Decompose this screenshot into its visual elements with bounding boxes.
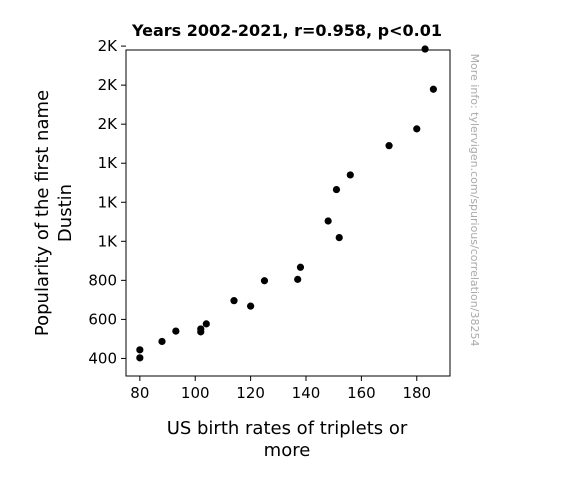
data-point [346,171,354,179]
watermark-text: More info: tylervigen.com/spurious/corre… [468,54,481,347]
x-tick-label: 180 [402,384,431,402]
data-point [294,275,302,283]
chart-title: Years 2002-2021, r=0.958, p<0.01 [131,21,442,40]
x-tick-label: 140 [292,384,321,402]
y-tick-label: 2K [98,76,119,94]
data-point [385,142,393,150]
data-point [324,217,332,225]
x-axis-label-line-2: more [264,440,311,461]
x-tick-label: 160 [347,384,376,402]
data-point [413,125,421,133]
y-tick-label: 1K [98,154,119,172]
x-tick-label: 80 [130,384,149,402]
x-axis: 80 100 120 140 160 180 [130,376,431,402]
data-point [296,263,305,271]
y-tick-label: 2K [98,37,119,55]
data-points [136,45,437,362]
data-point [335,233,343,242]
plot-frame [125,49,451,377]
data-point [158,337,166,346]
data-point [421,45,429,53]
data-point [136,354,144,362]
y-tick-label: 400 [88,349,117,367]
data-point [260,277,269,285]
data-point [332,185,341,194]
data-point [172,327,180,335]
data-point [429,85,437,93]
y-tick-label: 800 [88,271,117,289]
y-tick-label: 2K [98,115,119,133]
y-tick-label: 1K [98,232,119,250]
y-axis-label-line-2: Dustin [55,184,76,242]
data-point [247,302,255,310]
data-point [202,320,210,328]
x-tick-label: 120 [236,384,265,402]
data-point [136,346,144,354]
data-point [197,328,205,336]
x-axis-label-line-1: US birth rates of triplets or [167,418,408,439]
plot-area: 80 100 120 140 160 180 400 600 800 1K 1K 1K 2K 2K 2K [88,37,451,402]
y-axis-label-line-1: Popularity of the first name [32,90,53,336]
y-axis: 400 600 800 1K 1K 1K 2K 2K 2K [88,37,126,367]
y-tick-label: 600 [88,310,117,328]
data-point [230,297,238,305]
y-tick-label: 1K [98,193,119,211]
x-tick-label: 100 [181,384,210,402]
